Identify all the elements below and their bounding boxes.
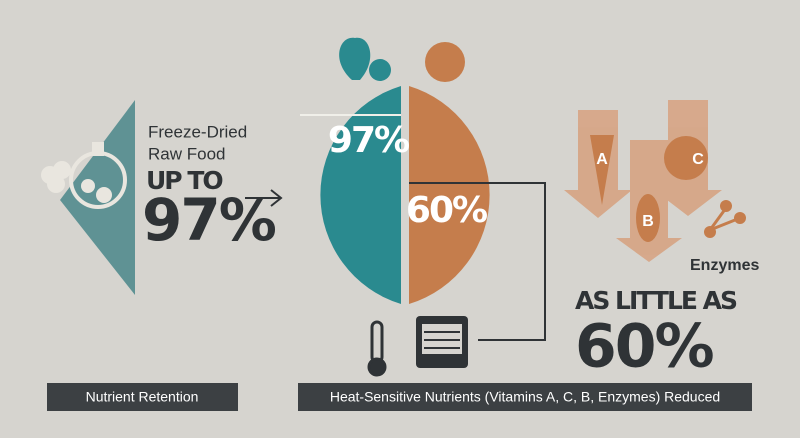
- berry-icons: [41, 142, 127, 209]
- decoration: [424, 331, 460, 349]
- decoration: [367, 357, 387, 377]
- decoration: [664, 136, 708, 180]
- vitamin-letter: A: [596, 151, 608, 168]
- decoration: [708, 207, 728, 231]
- vegetable-icons: [339, 37, 465, 82]
- decoration: [369, 59, 391, 81]
- arrow: [245, 189, 283, 207]
- decoration: [47, 175, 65, 193]
- connector: [409, 182, 546, 341]
- decoration: [96, 187, 112, 203]
- left-heading: Raw Food: [148, 144, 225, 163]
- thermometer-icon: [367, 320, 387, 377]
- right-prefix: AS LITTLE AS: [575, 286, 737, 315]
- circle-left-half: [320, 86, 401, 304]
- circle-left-value: 97%: [328, 120, 409, 161]
- footer-box: [47, 383, 238, 411]
- left-heading: Freeze-Dried: [148, 122, 247, 141]
- decoration: [590, 135, 614, 205]
- decoration: [53, 161, 71, 179]
- decoration: [425, 42, 465, 82]
- vitamin-icons: [590, 135, 746, 242]
- decoration: [92, 142, 104, 156]
- decoration: [704, 226, 716, 238]
- decoration: [81, 179, 95, 193]
- decoration: [636, 194, 660, 242]
- vitamin-letter: C: [692, 151, 704, 168]
- circle-right-value: 60%: [406, 190, 487, 231]
- footer-label: Nutrient Retention: [86, 389, 199, 405]
- left-prefix: UP TO: [146, 166, 222, 195]
- footer-box: [298, 383, 752, 411]
- decoration: [339, 37, 371, 80]
- enzymes-label: Enzymes: [690, 257, 759, 274]
- circle-right-half: [409, 86, 490, 304]
- left-value: 97%: [142, 186, 276, 254]
- right-value: 60%: [575, 312, 713, 382]
- decoration: [734, 212, 746, 224]
- decoration: [720, 200, 732, 212]
- footer-label: Heat-Sensitive Nutrients (Vitamins A, C,…: [330, 389, 720, 405]
- vitamin-letter: B: [642, 213, 654, 230]
- dehydrator-icon: [416, 316, 468, 368]
